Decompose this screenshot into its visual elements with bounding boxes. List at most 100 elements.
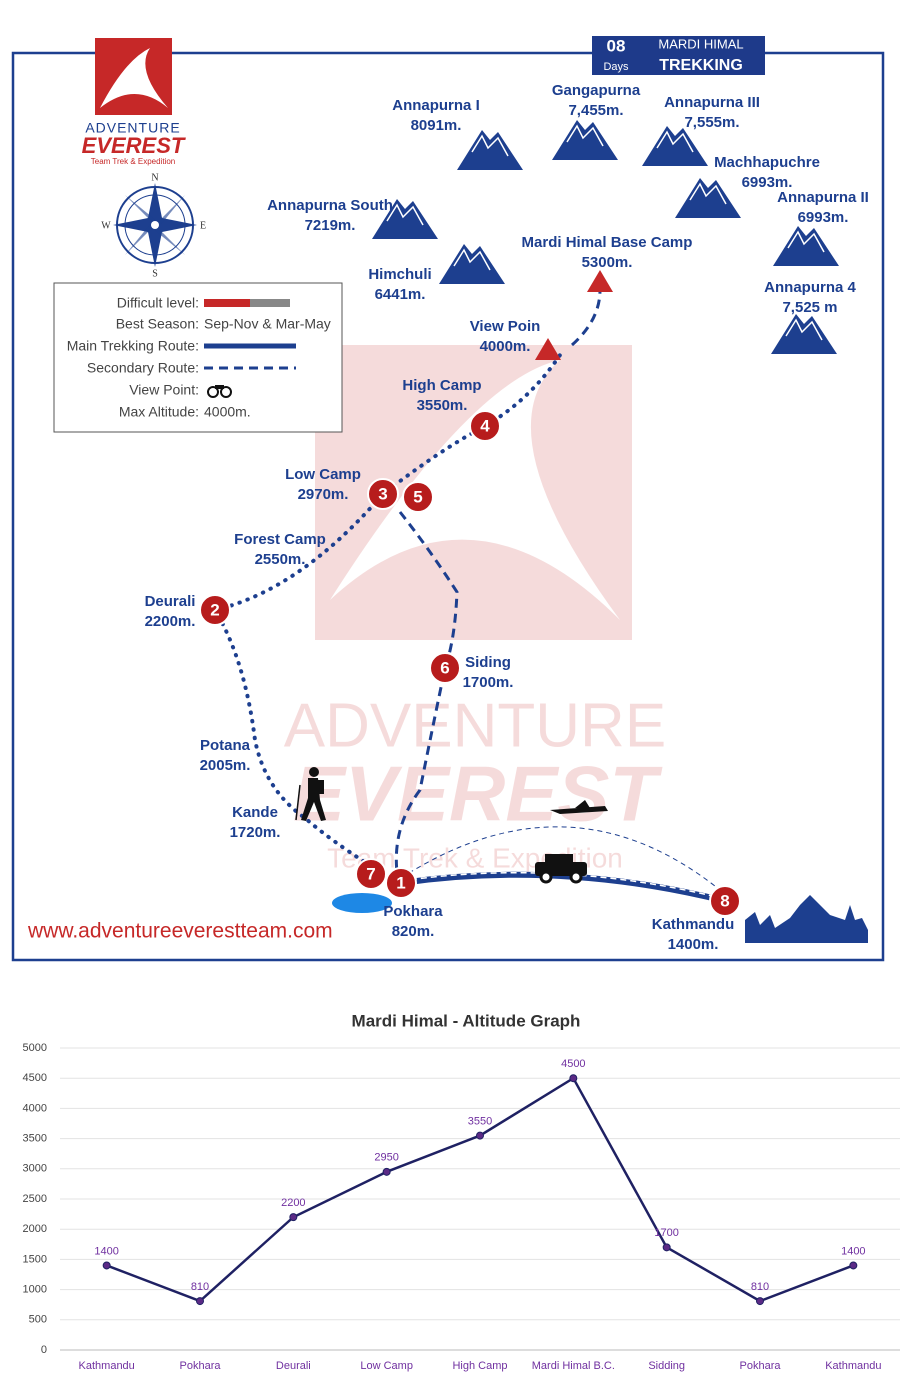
- place-altitude: 2550m.: [255, 551, 306, 568]
- stop-marker: [385, 867, 417, 899]
- y-tick-label: 2500: [23, 1193, 47, 1205]
- mountain-snow: [471, 134, 509, 157]
- peak-name: Gangapurna: [552, 82, 641, 99]
- airplane-icon: [550, 800, 608, 814]
- peak-altitude: 7,525 m: [782, 299, 837, 316]
- place-altitude: 3550m.: [417, 397, 468, 414]
- logo-tagline: Team Trek & Expedition: [91, 157, 175, 166]
- y-tick-label: 5000: [23, 1042, 47, 1054]
- peak-altitude: 6993m.: [798, 209, 849, 226]
- value-label: 4500: [561, 1058, 585, 1070]
- place-name: Deurali: [145, 593, 196, 610]
- place-name: Forest Camp: [234, 531, 326, 548]
- point: [569, 1074, 578, 1083]
- mountain-snow: [386, 203, 424, 226]
- difficulty-bar: [250, 299, 290, 307]
- mountain-icon: [439, 244, 505, 284]
- stop-marker: [429, 652, 461, 684]
- x-tick-label: Pokhara: [740, 1360, 782, 1372]
- place-altitude: 1720m.: [230, 824, 281, 841]
- badge-days-label: Days: [603, 61, 629, 73]
- main-road: [400, 871, 726, 904]
- map-border: [11, 51, 885, 962]
- peak-name: Annapurna II: [777, 189, 869, 206]
- point: [756, 1297, 764, 1306]
- stop-marker: [367, 478, 399, 510]
- peak-name: Machhapuchre: [714, 154, 820, 171]
- compass-n: N: [151, 172, 158, 183]
- stop-number: 6: [440, 658, 449, 677]
- peak-altitude: 6993m.: [742, 174, 793, 191]
- point: [849, 1261, 858, 1270]
- legend-label: Main Trekking Route:: [67, 338, 199, 354]
- peak-altitude: 8091m.: [411, 117, 462, 134]
- y-tick-label: 4000: [23, 1102, 47, 1114]
- legend-label: Best Season:: [116, 316, 199, 332]
- legend-label: Difficult level:: [117, 295, 199, 311]
- logo-peak: [100, 48, 168, 108]
- x-tick-label: Kathmandu: [825, 1360, 881, 1372]
- mountain-icon: [372, 199, 438, 239]
- stop-number: 4: [480, 416, 490, 435]
- place-altitude: 820m.: [392, 923, 435, 940]
- value-label: 2950: [374, 1152, 398, 1164]
- place-altitude: 1400m.: [668, 936, 719, 953]
- place-name: Siding: [465, 654, 511, 671]
- secondary-route: [571, 289, 602, 347]
- compass: [113, 183, 197, 267]
- mountain-snow: [787, 230, 825, 253]
- difficulty-bar: [204, 299, 250, 307]
- flight-route: [400, 826, 721, 891]
- viewpoint-name: Mardi Himal Base Camp: [522, 234, 693, 251]
- y-tick-label: 1500: [23, 1253, 47, 1265]
- stop-number: 7: [366, 864, 375, 883]
- peak-name: Annapurna South: [267, 197, 393, 214]
- value-label: 1400: [841, 1245, 865, 1257]
- value-label: 2200: [281, 1197, 305, 1209]
- x-tick-label: Kathmandu: [79, 1360, 135, 1372]
- place-name: High Camp: [402, 377, 481, 394]
- watermark-line2: EVEREST: [293, 750, 663, 838]
- point: [476, 1131, 484, 1140]
- watermark-peak: [330, 360, 620, 620]
- logo-line2: EVEREST: [82, 133, 186, 158]
- main-route: [213, 353, 562, 612]
- y-tick-label: 0: [41, 1344, 47, 1356]
- mountain-icon: [642, 126, 708, 166]
- place-altitude: 1700m.: [463, 674, 514, 691]
- stop-number: 2: [210, 600, 219, 619]
- legend-label: Secondary Route:: [87, 360, 199, 376]
- compass-w: W: [101, 220, 111, 231]
- watermark-logo: [315, 345, 632, 640]
- y-tick-label: 1000: [23, 1284, 47, 1296]
- stop-number: 8: [720, 891, 729, 910]
- x-tick-label: High Camp: [452, 1360, 507, 1372]
- y-tick-label: 3500: [23, 1133, 47, 1145]
- mountain-snow: [453, 248, 491, 271]
- point: [289, 1213, 298, 1222]
- x-tick-label: Pokhara: [180, 1360, 222, 1372]
- value-label: 810: [191, 1281, 209, 1293]
- point: [382, 1167, 391, 1176]
- place-name: Low Camp: [285, 466, 361, 483]
- skyline-icon: [745, 895, 868, 943]
- place-altitude: 2005m.: [200, 757, 251, 774]
- line: [106, 1076, 854, 1303]
- peak-altitude: 7219m.: [305, 217, 356, 234]
- mountain-icon: [773, 226, 839, 266]
- value-label: 1700: [654, 1227, 678, 1239]
- x-tick-label: Low Camp: [360, 1360, 413, 1372]
- website: www.adventureeverestteam.com: [27, 920, 333, 943]
- mountain-icon: [552, 120, 618, 160]
- viewpoint-altitude: 5300m.: [582, 254, 633, 271]
- watermark-line1: ADVENTURE: [284, 691, 666, 760]
- legend-box: [53, 282, 343, 433]
- mountain-icon: [457, 130, 523, 170]
- badge-trek: MARDI HIMAL: [658, 36, 743, 51]
- legend-value: Sep-Nov & Mar-May: [204, 316, 331, 332]
- badge: [592, 36, 765, 75]
- value-label: 1400: [94, 1245, 118, 1257]
- mountain-snow: [566, 124, 604, 147]
- peak-name: Annapurna 4: [764, 279, 856, 296]
- stop-marker: [402, 481, 434, 513]
